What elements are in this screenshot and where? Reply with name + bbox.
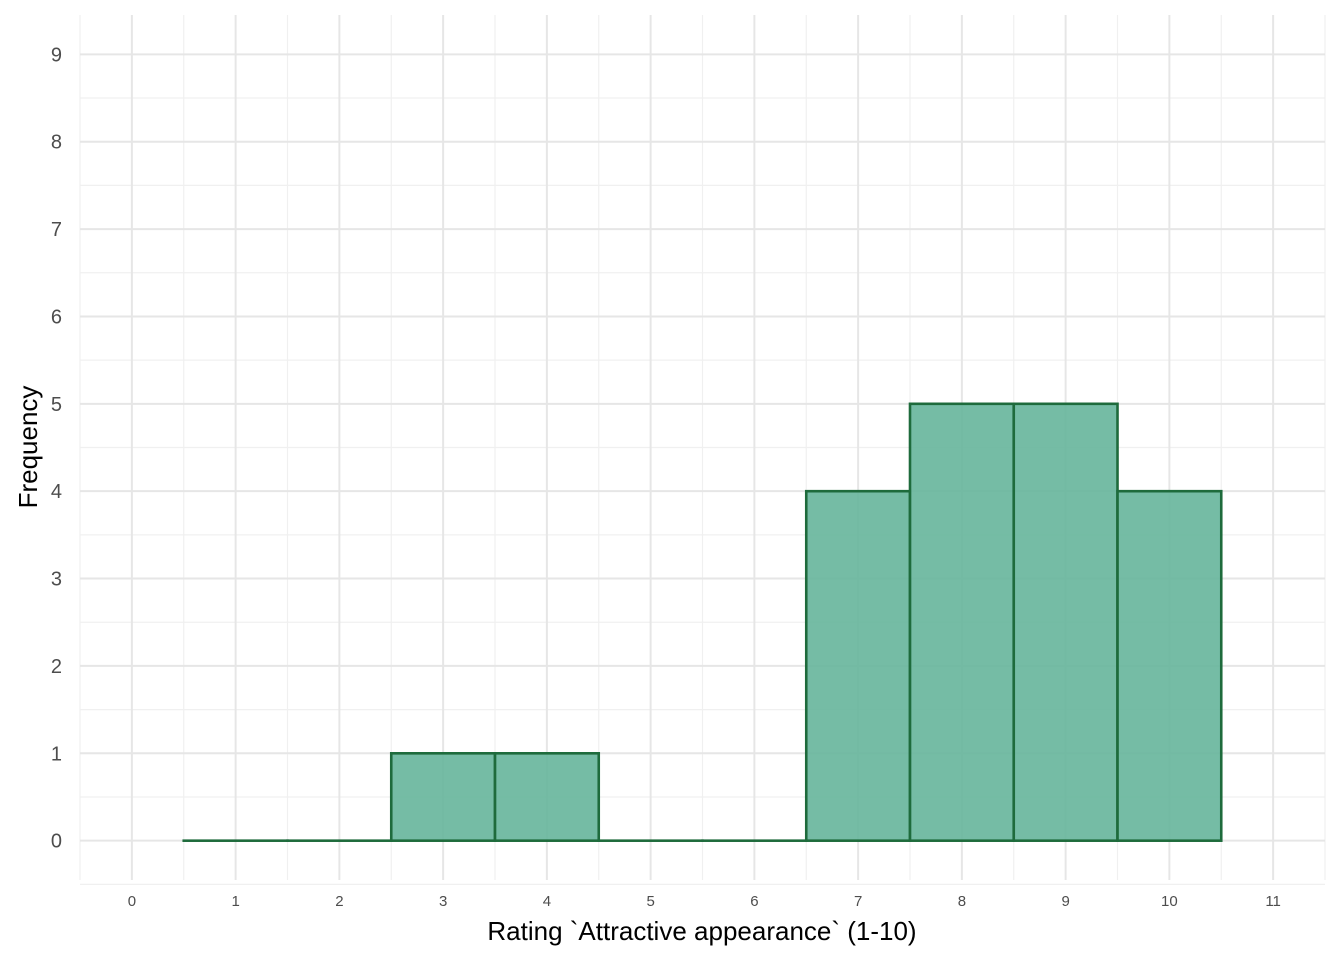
y-tick-label: 0 [51, 831, 62, 853]
bars [182, 402, 1223, 842]
y-tick-label: 9 [51, 44, 62, 66]
x-tick-label: 8 [958, 893, 966, 910]
histogram-bar [908, 402, 1016, 842]
y-tick-label: 8 [51, 132, 62, 154]
y-tick-labels: 0 1 2 3 4 5 6 7 8 9 [51, 44, 62, 852]
y-tick-label: 4 [51, 481, 62, 503]
histogram-bar [1012, 402, 1119, 842]
y-tick-label: 1 [51, 743, 62, 765]
x-tick-label: 6 [750, 893, 758, 910]
y-tick-label: 5 [51, 394, 62, 416]
x-tick-label: 0 [128, 893, 136, 910]
x-tick-label: 11 [1265, 893, 1281, 910]
x-axis-title: Rating `Attractive appearance` (1-10) [487, 916, 916, 946]
y-tick-label: 6 [51, 306, 62, 328]
x-tick-label: 3 [439, 893, 447, 910]
y-axis-title: Frequency [13, 386, 43, 509]
y-tick-label: 2 [51, 656, 62, 678]
x-tick-label: 9 [1061, 893, 1069, 910]
histogram-bar [1116, 489, 1223, 842]
x-tick-label: 5 [646, 893, 654, 910]
histogram-bar [804, 489, 912, 842]
x-tick-label: 2 [335, 893, 343, 910]
y-tick-label: 7 [51, 219, 62, 241]
x-tick-label: 10 [1161, 893, 1178, 910]
x-tick-labels: 0 1 2 3 4 5 6 7 8 9 10 11 [128, 893, 1281, 910]
x-tick-label: 4 [543, 893, 551, 910]
x-tick-label: 1 [231, 893, 239, 910]
y-tick-label: 3 [51, 569, 62, 591]
x-tick-label: 7 [854, 893, 862, 910]
histogram-bar [389, 752, 497, 842]
histogram-bar [493, 752, 601, 842]
